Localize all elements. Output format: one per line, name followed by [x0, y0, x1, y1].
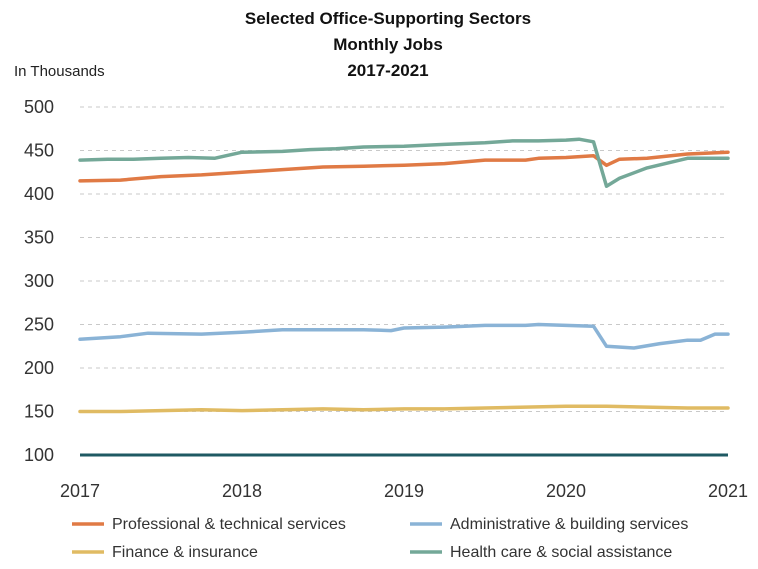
y-axis-unit-label: In Thousands	[14, 63, 105, 80]
y-tick-label: 350	[24, 228, 54, 248]
legend-label: Health care & social assistance	[450, 544, 672, 561]
gridlines	[80, 106, 728, 412]
x-tick-label: 2020	[546, 481, 586, 501]
y-tick-label: 450	[24, 141, 54, 161]
legend-label: Professional & technical services	[112, 516, 346, 533]
x-tick-label: 2017	[60, 481, 100, 501]
chart-title-line-2: Monthly Jobs	[333, 35, 443, 54]
series-lines	[78, 137, 730, 414]
y-tick-label: 150	[24, 402, 54, 422]
series-line	[78, 322, 730, 350]
legend-label: Administrative & building services	[450, 516, 688, 533]
series-line	[78, 150, 730, 183]
chart-title-line-3: 2017-2021	[347, 61, 428, 80]
y-tick-label: 100	[24, 445, 54, 465]
y-axis-ticks: 100 150 200 250 300 350 400 450 500	[24, 97, 54, 465]
series-line	[78, 137, 730, 188]
series-line	[78, 404, 730, 414]
y-tick-label: 300	[24, 271, 54, 291]
x-tick-label: 2018	[222, 481, 262, 501]
x-tick-label: 2019	[384, 481, 424, 501]
y-tick-label: 250	[24, 315, 54, 335]
x-tick-label: 2021	[708, 481, 748, 501]
legend: Professional & technical services Adminis…	[72, 516, 688, 561]
y-tick-label: 500	[24, 97, 54, 117]
y-tick-label: 200	[24, 358, 54, 378]
y-tick-label: 400	[24, 184, 54, 204]
chart-title-line-1: Selected Office-Supporting Sectors	[245, 9, 531, 28]
legend-label: Finance & insurance	[112, 544, 258, 561]
x-axis-ticks: 2017 2018 2019 2020 2021	[60, 481, 748, 501]
